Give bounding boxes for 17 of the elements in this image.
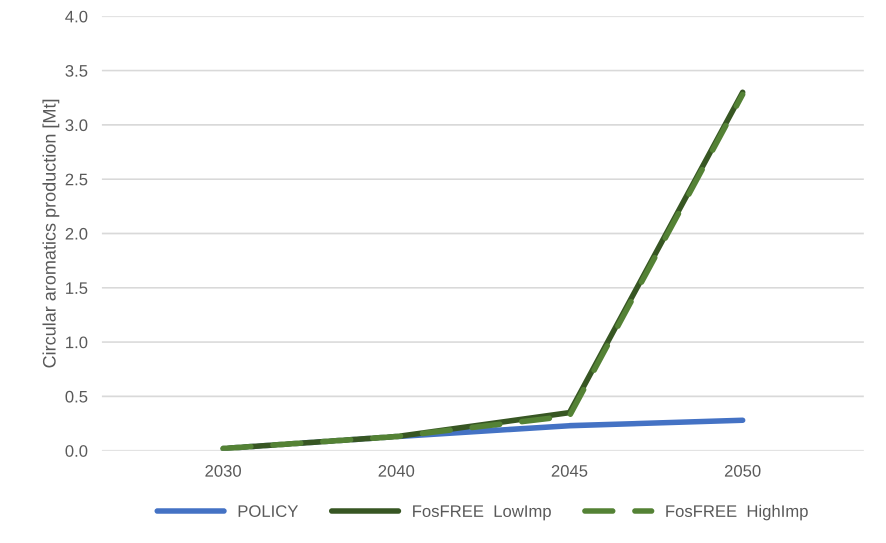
- y-tick-label: 1.5: [66, 282, 88, 294]
- legend-label: POLICY: [238, 505, 298, 518]
- y-tick-label: 2.5: [66, 174, 88, 186]
- x-tick-label: 2050: [724, 465, 761, 477]
- y-tick-label: 2.0: [66, 228, 88, 240]
- legend-label: FosFREE HighImp: [666, 504, 808, 520]
- y-tick-label: 3.0: [65, 119, 88, 132]
- y-axis-title: Circular aromatics production [Mt]: [42, 100, 60, 368]
- y-tick-label: 4.0: [65, 10, 88, 22]
- y-tick-label: 1.0: [66, 336, 88, 348]
- x-tick-label: 2045: [552, 465, 588, 477]
- y-tick-label: 0.5: [65, 390, 88, 403]
- y-tick-label: 3.5: [65, 64, 88, 77]
- y-tick-label: 0.0: [65, 445, 88, 457]
- legend-label: FosFREE LowImp: [413, 505, 551, 520]
- x-tick-label: 2040: [378, 465, 414, 477]
- x-tick-label: 2030: [205, 465, 241, 477]
